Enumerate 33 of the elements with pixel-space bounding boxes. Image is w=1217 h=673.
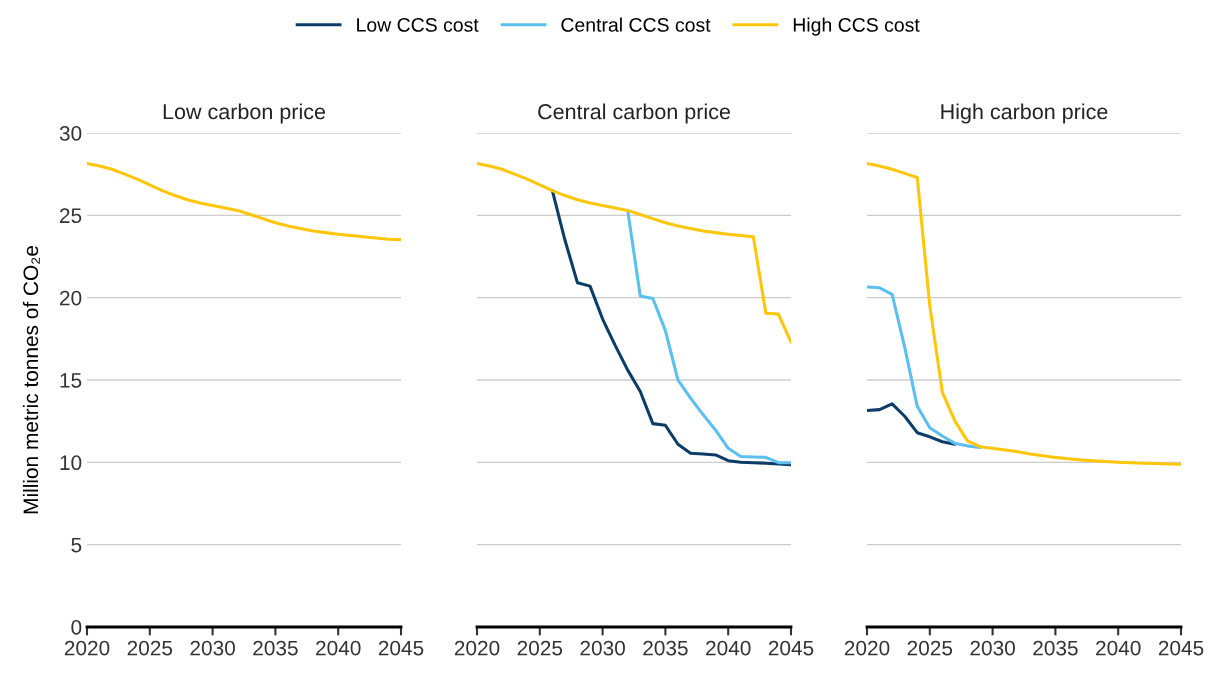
chart-title: Low carbon price: [163, 103, 326, 124]
x-tick-label: 2020: [454, 640, 500, 656]
y-tick-label: 30: [59, 126, 82, 141]
y-tick-label: 5: [71, 537, 82, 553]
y-tick-label: 10: [60, 455, 82, 471]
y-tick-label: 15: [60, 373, 82, 388]
x-tick-label: 2030: [580, 640, 625, 656]
x-tick-label: 2030: [970, 640, 1015, 656]
x-tick-label: 2045: [1158, 640, 1204, 656]
legend-label: Low CCS cost: [357, 18, 479, 32]
x-tick-label: 2025: [907, 640, 953, 656]
legend-label: Central CCS cost: [561, 17, 711, 32]
x-tick-label: 2035: [1033, 640, 1078, 656]
x-tick-label: 2040: [316, 640, 361, 656]
line-series: [87, 161, 401, 242]
y-tick-label: 20: [60, 290, 82, 306]
legend-label: High CCS cost: [793, 17, 920, 36]
x-tick-label: 2040: [1096, 640, 1141, 656]
x-tick-label: 2035: [253, 640, 298, 656]
chart-title: High carbon price: [941, 103, 1108, 124]
x-tick-label: 2040: [706, 640, 751, 656]
x-tick-label: 2045: [768, 640, 814, 656]
y-tick-label: 25: [60, 208, 82, 224]
y-axis-title: Million metric tonnes of CO₂e: [22, 246, 40, 514]
x-tick-label: 2020: [844, 640, 890, 656]
x-tick-label: 2045: [378, 640, 424, 656]
y-tick-label: 0: [71, 620, 82, 635]
x-tick-label: 2025: [127, 640, 173, 656]
x-tick-label: 2020: [64, 640, 110, 656]
x-tick-label: 2030: [190, 640, 235, 656]
x-tick-label: 2025: [517, 640, 563, 656]
chart-title: Central carbon price: [538, 103, 730, 124]
x-tick-label: 2035: [643, 640, 688, 656]
